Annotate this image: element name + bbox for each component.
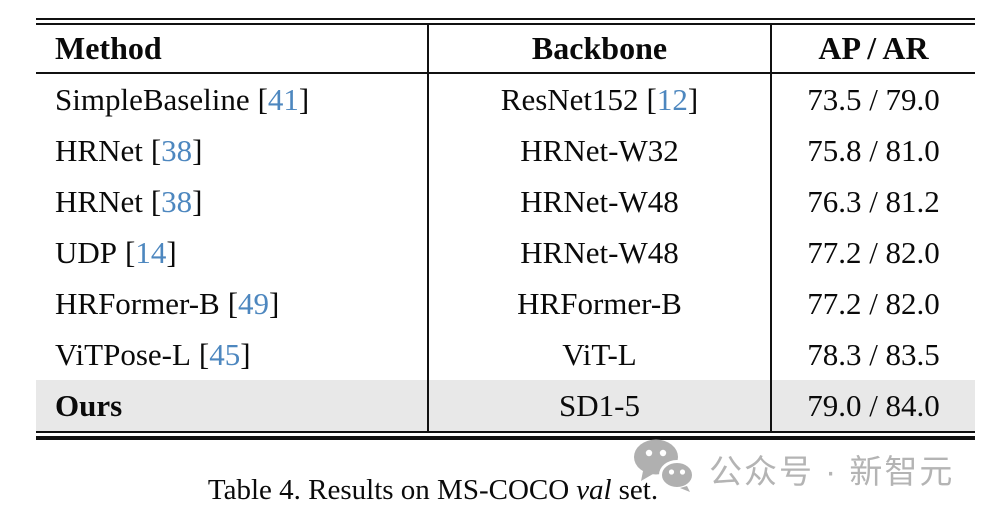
- table-header-row: Method Backbone AP / AR: [36, 25, 975, 74]
- cite-bracket-open: [: [125, 234, 136, 270]
- method-cell: Ours: [55, 387, 123, 423]
- table-row: SimpleBaseline [ 41 ] ResNet152 [ 12 ] 7…: [36, 74, 975, 125]
- method-cell: HRNet [ 38 ]: [36, 176, 427, 227]
- table-row: ViTPose-L [ 45 ] ViT-L 78.3 / 83.5: [36, 329, 975, 380]
- backbone-cell: ResNet152 [ 12 ]: [427, 74, 772, 125]
- method-cell: ViTPose-L [ 45 ]: [36, 329, 427, 380]
- method-cell: HRNet [ 38 ]: [36, 125, 427, 176]
- ap-ar-cell: 77.2 / 82.0: [807, 234, 940, 270]
- cite-bracket-close: ]: [687, 81, 699, 117]
- backbone-cell: HRNet-W48: [427, 176, 772, 227]
- method-name: HRNet: [55, 132, 143, 168]
- cite-bracket-open: [: [646, 81, 657, 117]
- method-cell: SimpleBaseline [ 41 ]: [36, 74, 427, 125]
- table-caption: Table 4. Results on MS-COCO val set.: [0, 474, 866, 507]
- cite-bracket-open: [: [150, 183, 162, 219]
- ap-ar-cell: 75.8 / 81.0: [807, 132, 940, 168]
- header-method: Method: [55, 30, 162, 66]
- citation-link[interactable]: 12: [656, 81, 688, 117]
- citation-link[interactable]: 38: [161, 132, 193, 168]
- header-ap-ar: AP / AR: [818, 30, 929, 66]
- cite-bracket-close: ]: [298, 81, 310, 117]
- table-row-ours-highlight: Ours SD1-5 79.0 / 84.0: [36, 380, 975, 431]
- caption-text: Table 4. Results on MS-COCO: [207, 474, 570, 506]
- citation-link[interactable]: 14: [135, 234, 167, 270]
- cite-bracket-open: [: [198, 336, 210, 372]
- method-name: HRNet: [55, 183, 143, 219]
- method-name: SimpleBaseline: [55, 81, 250, 117]
- method-cell: HRFormer-B [ 49 ]: [36, 278, 427, 329]
- caption-italic-val: val: [576, 474, 612, 506]
- backbone-cell: ViT-L: [427, 329, 772, 380]
- caption-text-end: set.: [618, 474, 659, 506]
- citation-link[interactable]: 38: [161, 183, 193, 219]
- cite-bracket-open: [: [227, 285, 239, 321]
- table-bottom-double-rule: [36, 431, 975, 440]
- ap-ar-cell: 73.5 / 79.0: [807, 81, 940, 117]
- ap-ar-cell: 78.3 / 83.5: [807, 336, 940, 372]
- citation-link[interactable]: 41: [267, 81, 299, 117]
- citation-link[interactable]: 45: [209, 336, 241, 372]
- cite-bracket-close: ]: [192, 132, 203, 168]
- backbone-cell: HRFormer-B: [427, 278, 772, 329]
- wechat-icon: [631, 438, 697, 500]
- citation-link[interactable]: 49: [238, 285, 270, 321]
- cite-bracket-close: ]: [269, 285, 280, 321]
- watermark-label: 公众号 · 新智元: [709, 453, 955, 490]
- backbone-name: ResNet152: [500, 81, 639, 117]
- cite-bracket-close: ]: [240, 336, 251, 372]
- method-cell: UDP [ 14 ]: [36, 227, 427, 278]
- ap-ar-cell: 79.0 / 84.0: [807, 387, 940, 423]
- table-row: HRFormer-B [ 49 ] HRFormer-B 77.2 / 82.0: [36, 278, 975, 329]
- cite-bracket-close: ]: [166, 234, 177, 270]
- table-row: HRNet [ 38 ] HRNet-W32 75.8 / 81.0: [36, 125, 975, 176]
- ap-ar-cell: 76.3 / 81.2: [807, 183, 940, 219]
- method-name: HRFormer-B: [55, 285, 220, 321]
- watermark: 公众号 · 新智元: [631, 438, 955, 500]
- ap-ar-cell: 77.2 / 82.0: [807, 285, 940, 321]
- cite-bracket-close: ]: [192, 183, 203, 219]
- table-row: HRNet [ 38 ] HRNet-W48 76.3 / 81.2: [36, 176, 975, 227]
- cite-bracket-open: [: [257, 81, 268, 117]
- backbone-cell: HRNet-W48: [427, 227, 772, 278]
- backbone-cell: SD1-5: [427, 380, 772, 431]
- method-name: ViTPose-L: [55, 336, 191, 372]
- cite-bracket-open: [: [150, 132, 162, 168]
- method-name: UDP: [55, 234, 118, 270]
- header-backbone: Backbone: [427, 25, 772, 72]
- results-table: Method Backbone AP / AR SimpleBaseline […: [36, 18, 975, 440]
- backbone-cell: HRNet-W32: [427, 125, 772, 176]
- table-row: UDP [ 14 ] HRNet-W48 77.2 / 82.0: [36, 227, 975, 278]
- table-top-double-rule: [36, 18, 975, 25]
